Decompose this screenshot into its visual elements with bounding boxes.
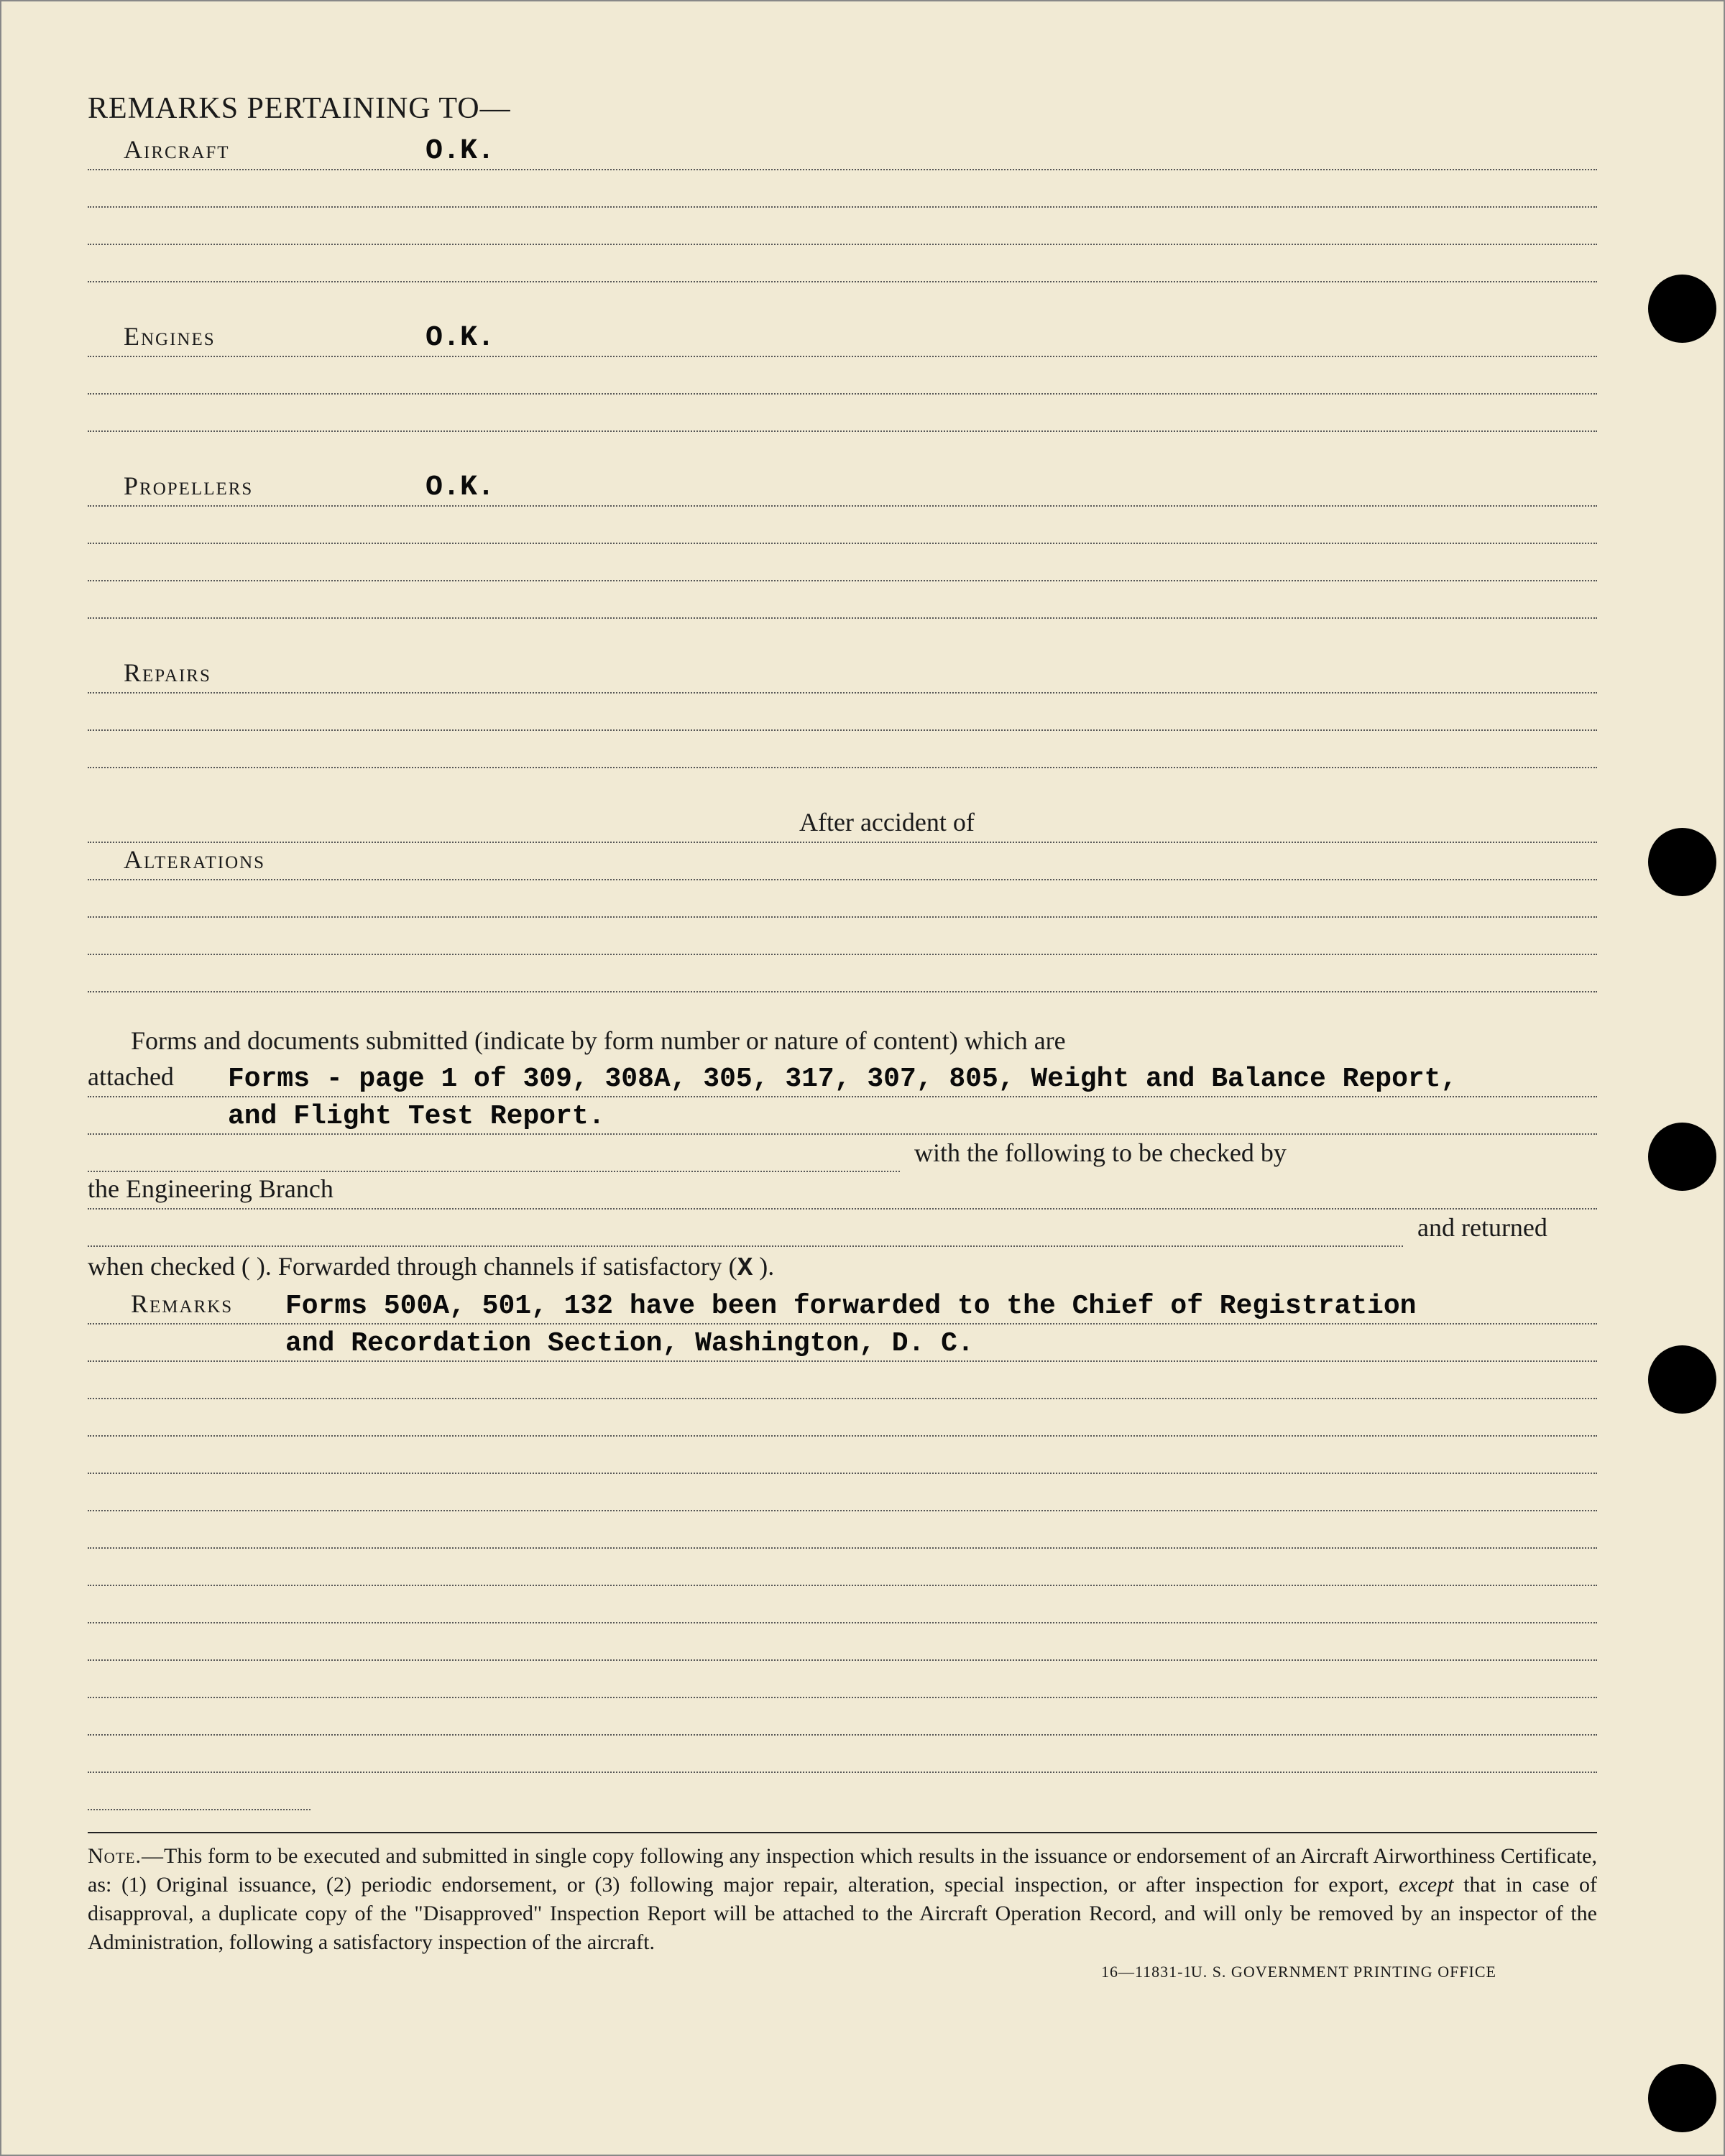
remarks-row-2: and Recordation Section, Washington, D. …: [88, 1325, 1597, 1362]
aircraft-label: Aircraft: [124, 134, 230, 165]
blank-line: [88, 1549, 1597, 1586]
punch-hole: [1648, 275, 1716, 343]
when-checked-close: ).: [753, 1252, 774, 1281]
engines-row: Engines O.K.: [88, 320, 1597, 357]
engines-value: O.K.: [426, 322, 494, 354]
punch-hole: [1648, 2064, 1716, 2132]
blank-line: [88, 880, 1597, 918]
blank-line: [88, 1661, 1597, 1698]
eng-branch-label: the Engineering Branch: [88, 1174, 334, 1204]
document-page: REMARKS PERTAINING TO— Aircraft O.K. Eng…: [0, 0, 1725, 2156]
when-checked-row: when checked ( ). Forwarded through chan…: [88, 1247, 1597, 1287]
blank-line: [88, 1623, 1597, 1661]
blank-line: [88, 731, 1597, 768]
note-text: This form to be executed and submitted i…: [88, 1844, 1597, 1954]
blank-line: [88, 357, 1597, 395]
blank-line: [88, 918, 1597, 955]
blank-line: [88, 1474, 1597, 1511]
attached-row-2: and Flight Test Report.: [88, 1097, 1597, 1135]
propellers-label: Propellers: [124, 471, 253, 501]
attached-typed-2: and Flight Test Report.: [228, 1101, 605, 1132]
propellers-value: O.K.: [426, 471, 494, 504]
attached-label: attached: [88, 1061, 174, 1092]
remarks-row-1: Remarks Forms 500A, 501, 132 have been f…: [88, 1287, 1597, 1325]
blank-line: [88, 1511, 1597, 1549]
after-accident-label: After accident of: [799, 807, 975, 837]
footer-code: 16—11831-1: [1101, 1963, 1192, 1981]
blank-line: [88, 1698, 1597, 1736]
remarks-label: Remarks: [131, 1289, 233, 1319]
mid-text-row: with the following to be checked by: [88, 1135, 1597, 1172]
punch-hole: [1648, 828, 1716, 896]
note-label: Note.—: [88, 1844, 164, 1868]
and-returned: and returned: [1417, 1212, 1547, 1243]
blank-line: [88, 1399, 1597, 1437]
remarks-typed-1: Forms 500A, 501, 132 have been forwarded…: [285, 1291, 1416, 1322]
punch-hole: [1648, 1123, 1716, 1191]
note-rule: [88, 1832, 1597, 1833]
page-heading: REMARKS PERTAINING TO—: [88, 91, 1597, 126]
blank-line: [88, 507, 1597, 544]
forms-lead-in: Forms and documents submitted (indicate …: [131, 1026, 1066, 1056]
propellers-row: Propellers O.K.: [88, 469, 1597, 507]
blank-line: [88, 955, 1597, 992]
blank-line: [88, 544, 1597, 581]
aircraft-value: O.K.: [426, 135, 494, 167]
blank-line: [88, 1437, 1597, 1474]
content-area: REMARKS PERTAINING TO— Aircraft O.K. Eng…: [88, 91, 1597, 1991]
repairs-label: Repairs: [124, 658, 211, 688]
footer-print-office: U. S. GOVERNMENT PRINTING OFFICE: [1191, 1963, 1496, 1981]
blank-line: [88, 245, 1597, 282]
blank-line: [88, 395, 1597, 432]
mid-text: with the following to be checked by: [914, 1138, 1287, 1168]
blank-line: [88, 208, 1597, 245]
blank-line: [88, 1362, 1597, 1399]
when-checked-mark: X: [737, 1253, 753, 1283]
alterations-row: Alterations: [88, 843, 1597, 880]
blank-line-short: [88, 1773, 310, 1810]
attached-row-1: attached Forms - page 1 of 309, 308A, 30…: [88, 1060, 1597, 1097]
after-accident-row: After accident of: [88, 806, 1597, 843]
alterations-label: Alterations: [124, 844, 265, 875]
forms-lead-in-row: Forms and documents submitted (indicate …: [88, 1030, 1597, 1060]
aircraft-row: Aircraft O.K.: [88, 133, 1597, 170]
engines-label: Engines: [124, 321, 216, 351]
eng-branch-row: the Engineering Branch: [88, 1172, 1597, 1210]
remarks-typed-2: and Recordation Section, Washington, D. …: [285, 1328, 974, 1359]
blank-line: [88, 694, 1597, 731]
blank-line: [88, 581, 1597, 619]
repairs-row: Repairs: [88, 656, 1597, 694]
punch-hole: [1648, 1345, 1716, 1414]
when-checked-label: when checked ( ). Forwarded through chan…: [88, 1252, 737, 1281]
blank-line: [88, 1736, 1597, 1773]
blank-line: [88, 1586, 1597, 1623]
attached-typed-1: Forms - page 1 of 309, 308A, 305, 317, 3…: [228, 1064, 1457, 1095]
blank-line: [88, 170, 1597, 208]
note-block: Note.—This form to be executed and submi…: [88, 1842, 1597, 1957]
and-returned-row: and returned: [88, 1210, 1597, 1247]
